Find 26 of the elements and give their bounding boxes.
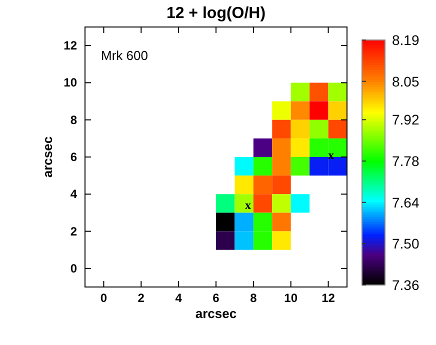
color-bar-label: 8.19 [392,32,420,48]
x-tick-label: 0 [100,291,108,305]
annotation: x [245,198,251,212]
color-bar-label: 7.36 [392,277,420,293]
y-tick-label: 8 [70,112,78,127]
color-bar-label: 7.64 [392,194,420,210]
x-tick-label: 2 [138,291,145,305]
color-bar-label: 7.92 [392,112,420,128]
y-tick-label: 0 [70,261,78,276]
y-tick-label: 4 [70,187,78,202]
y-tick-label: 6 [70,150,78,164]
y-tick-label: 12 [64,38,78,53]
x-tick-label: 4 [175,291,182,305]
x-axis-title: arcsec [195,306,237,321]
color-bar-label: 7.78 [392,153,420,170]
x-tick-label: 8 [250,291,258,305]
x-tick-label: 12 [322,291,336,305]
color-bar-label: 7.50 [392,236,420,252]
y-axis-title: arcsec [40,136,55,178]
color-bar-label: 8.05 [392,73,420,90]
x-tick-label: 10 [284,291,298,305]
x-tick-label: 6 [212,291,220,305]
annotation: Mrk 600 [101,48,148,63]
y-tick-label: 10 [64,76,78,90]
chart-title: 12 + log(O/H) [166,5,266,22]
y-tick-label: 2 [70,224,78,238]
